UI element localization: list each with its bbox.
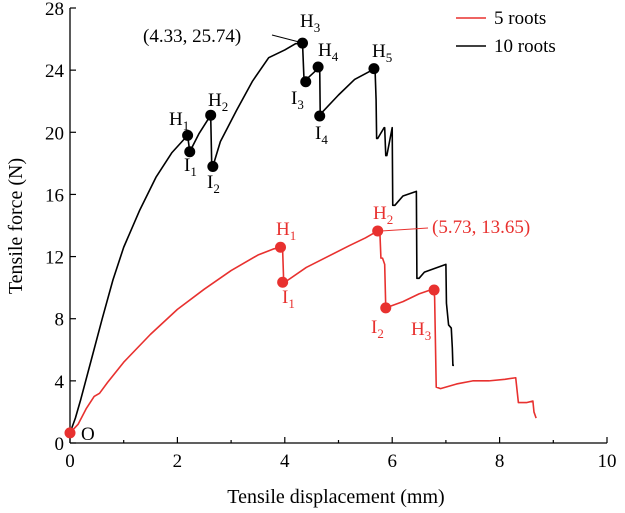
point-5-roots-h3 (428, 284, 440, 296)
point-5-roots-o (64, 427, 76, 439)
label-5-h2: H2 (373, 203, 393, 227)
x-tick-label: 10 (598, 451, 617, 472)
legend: 5 roots 10 roots (456, 8, 556, 57)
label-10-h2: H2 (208, 90, 228, 114)
y-tick-label: 28 (45, 0, 64, 20)
label-5-i1: I1 (282, 287, 295, 311)
x-tick-label: 6 (387, 451, 397, 472)
label-5-i2: I2 (371, 317, 384, 341)
point-5-roots-i1 (277, 276, 289, 288)
label-10-i3: I3 (291, 88, 304, 112)
y-tick-label: 20 (45, 123, 64, 144)
annotation-origin: O (81, 424, 95, 445)
point-10-roots-h5 (368, 63, 380, 75)
y-tick-label: 8 (55, 310, 65, 331)
y-axis-title: Tensile force (N) (5, 158, 27, 294)
series-line-10-roots (69, 42, 454, 434)
point-5-roots-h1 (275, 241, 287, 253)
label-10-h1: H1 (169, 109, 189, 133)
x-tick-label: 0 (65, 451, 75, 472)
point-10-roots-h1 (182, 129, 194, 141)
point-5-roots-i2 (380, 302, 392, 314)
label-10-h3: H3 (300, 11, 320, 35)
annotation-peak-5-roots: (5.73, 13.65) (432, 217, 530, 238)
y-tick-label: 0 (55, 434, 65, 455)
point-10-roots-i4 (314, 110, 326, 122)
annotation-peak-10-roots: (4.33, 25.74) (143, 26, 241, 47)
y-tick-label: 4 (55, 372, 65, 393)
point-10-roots-h4 (312, 61, 324, 73)
legend-label-10-roots: 10 roots (494, 36, 556, 57)
label-10-i1: I1 (184, 155, 197, 179)
point-10-roots-h2 (205, 109, 217, 121)
label-10-h5: H5 (372, 41, 392, 65)
y-tick-label: 12 (45, 248, 64, 269)
point-5-roots-h2 (372, 225, 384, 237)
marker-layer (64, 37, 440, 439)
y-tick-label: 16 (45, 185, 64, 206)
label-10-h4: H4 (318, 40, 339, 64)
legend-label-5-roots: 5 roots (494, 8, 546, 29)
point-10-roots-i2 (207, 160, 219, 172)
x-axis-title: Tensile displacement (mm) (227, 486, 444, 508)
x-tick-label: 8 (495, 451, 505, 472)
point-10-roots-i1 (184, 146, 196, 158)
annotation-leader-peak-5 (380, 227, 429, 232)
label-10-i4: I4 (315, 123, 328, 147)
annotation-leader-peak-10 (271, 34, 304, 44)
label-10-i2: I2 (207, 172, 220, 196)
x-tick-label: 2 (173, 451, 183, 472)
series-line-5-roots (69, 229, 537, 434)
point-10-roots-i3 (300, 76, 312, 88)
label-5-h3: H3 (411, 319, 431, 343)
x-tick-label: 4 (280, 451, 290, 472)
y-tick-label: 24 (45, 61, 65, 82)
label-5-h1: H1 (276, 219, 296, 243)
